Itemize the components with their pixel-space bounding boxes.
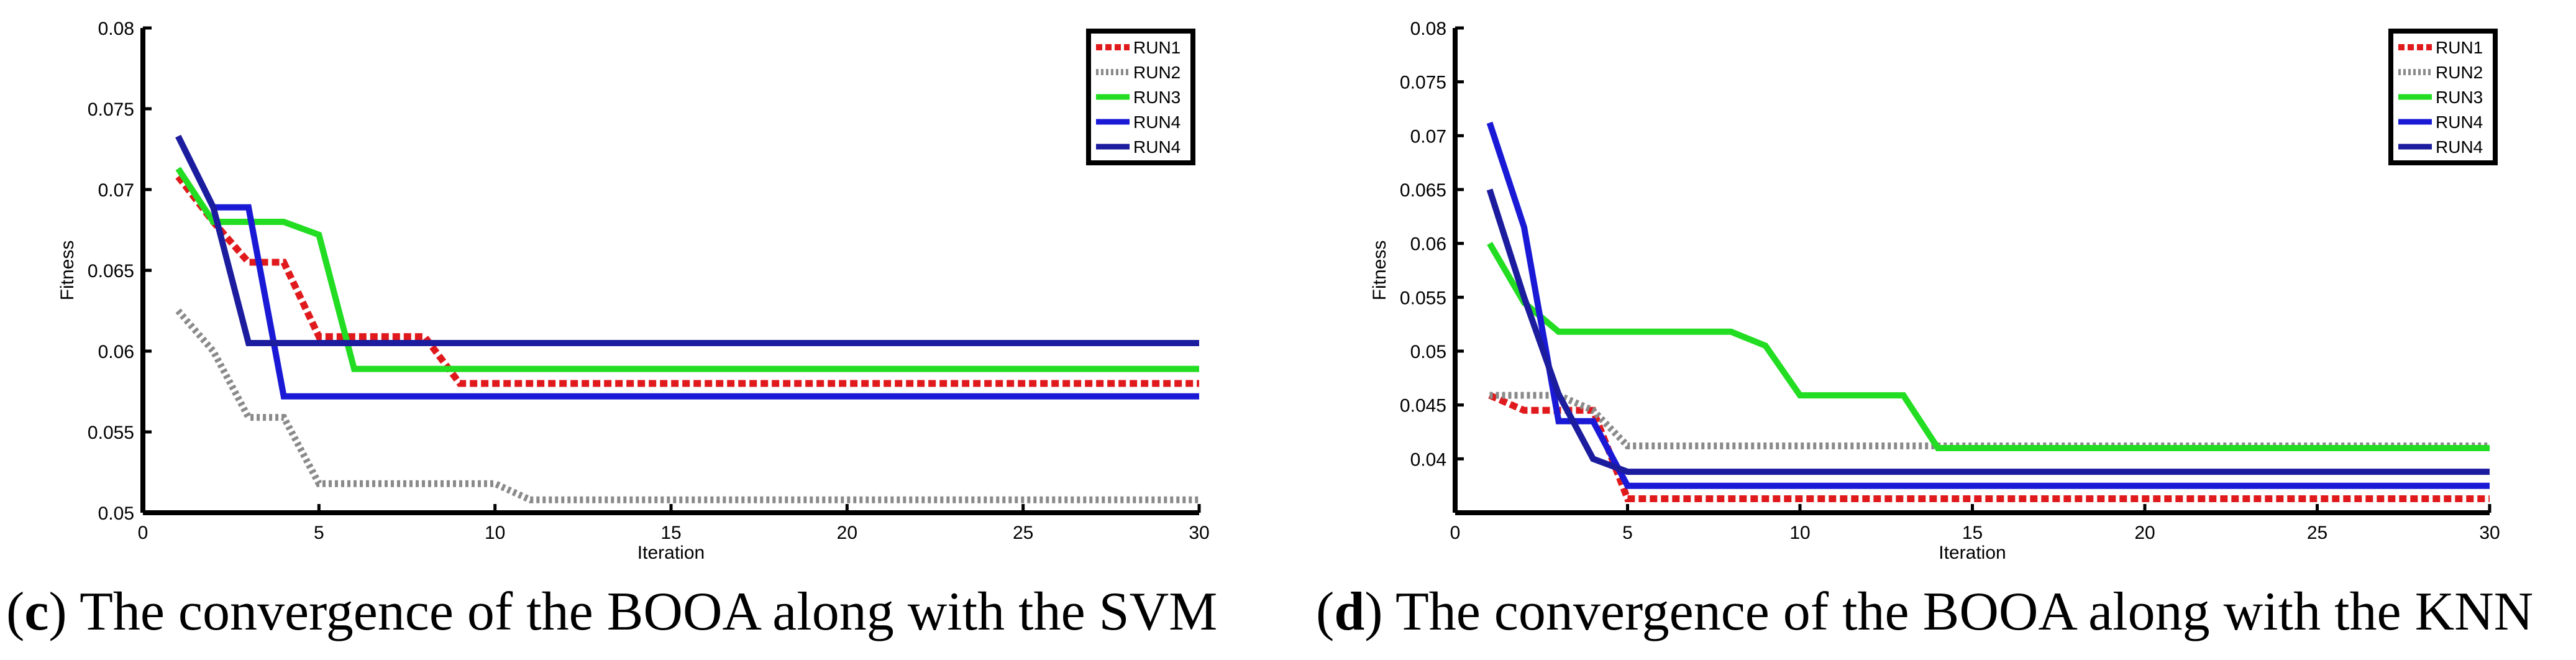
legend-label-run4-4: RUN4: [2436, 137, 2483, 157]
legend-label-run3-2: RUN3: [2436, 88, 2483, 107]
y-tick-label: 0.075: [1400, 73, 1446, 93]
x-tick-label: 0: [138, 523, 148, 543]
y-tick-label: 0.065: [88, 261, 134, 282]
caption-d: (d) The convergence of the BOOA along wi…: [1316, 582, 2534, 642]
caption-d-letter: d: [1334, 582, 1365, 642]
x-tick-label: 10: [485, 523, 505, 543]
legend-label-run2-1: RUN2: [2436, 63, 2483, 82]
y-tick-label: 0.055: [1400, 288, 1446, 308]
caption-c: (c) The convergence of the BOOA along wi…: [6, 582, 1218, 642]
y-tick-label: 0.07: [1410, 126, 1446, 147]
x-tick-label: 15: [660, 523, 681, 543]
y-tick-label: 0.04: [1410, 449, 1446, 470]
legend-label-run1-0: RUN1: [2436, 38, 2483, 57]
series-line-run1-0: [175, 174, 1199, 387]
y-tick-label: 0.05: [1410, 342, 1446, 362]
y-tick-label: 0.055: [88, 423, 134, 443]
x-tick-label: 25: [1013, 523, 1033, 543]
series-line-run4-4: [1486, 188, 2490, 475]
legend-label-run4-3: RUN4: [2436, 112, 2483, 132]
series-line-run2-1: [1489, 392, 2490, 449]
x-axis-label: Iteration: [637, 543, 705, 563]
legend-label-run2-1: RUN2: [1133, 63, 1181, 82]
chart-knn-convergence: 0 5 10 15 20 25 30 0.04 0.045 0.05 0.055 0.06 0.065 0…: [1369, 19, 2500, 563]
series-line-run4-3: [1486, 121, 2490, 489]
caption-c-text: The convergence of the BOOA along with t…: [80, 582, 1218, 642]
y-tick-label: 0.045: [1400, 396, 1446, 416]
legend: RUN1 RUN2 RUN3 RUN4 RUN4: [1086, 29, 1195, 165]
x-tick-label: 0: [1450, 523, 1461, 543]
legend-label-run4-4: RUN4: [1133, 137, 1181, 157]
series-line-run4-3: [175, 134, 1199, 400]
y-tick-label: 0.08: [1410, 19, 1446, 39]
legend-label-run4-3: RUN4: [1133, 112, 1181, 132]
y-tick-label: 0.065: [1400, 180, 1446, 201]
series-line-run3-2: [175, 167, 1199, 372]
y-tick-label: 0.05: [98, 503, 134, 524]
series-line-run3-2: [1487, 242, 2490, 451]
caption-c-letter: c: [24, 582, 49, 642]
x-axis-label: Iteration: [1939, 543, 2006, 563]
x-tick-label: 30: [2479, 523, 2500, 543]
y-tick-label: 0.07: [98, 180, 134, 201]
legend-label-run1-0: RUN1: [1133, 38, 1181, 57]
y-tick-label: 0.06: [1410, 234, 1446, 255]
y-tick-label: 0.075: [88, 99, 134, 120]
x-tick-label: 5: [314, 523, 324, 543]
x-tick-label: 30: [1189, 523, 1209, 543]
legend-label-run3-2: RUN3: [1133, 88, 1181, 107]
x-tick-label: 20: [2134, 523, 2155, 543]
y-axis-label: Fitness: [57, 241, 78, 301]
y-tick-label: 0.08: [98, 19, 134, 39]
series-line-run2-1: [175, 308, 1199, 503]
x-tick-label: 5: [1622, 523, 1633, 543]
chart-svm-convergence: 0 5 10 15 20 25 30 0.05 0.055 0.06 0.065 0.07 0.075 0…: [57, 19, 1210, 563]
y-axis-label: Fitness: [1369, 241, 1390, 301]
y-tick-label: 0.06: [98, 342, 134, 362]
caption-d-text: The convergence of the BOOA along with t…: [1395, 582, 2534, 642]
x-tick-label: 20: [837, 523, 857, 543]
legend: RUN1 RUN2 RUN3 RUN4 RUN4: [2388, 29, 2498, 165]
x-tick-label: 25: [2307, 523, 2327, 543]
x-tick-label: 15: [1962, 523, 1983, 543]
x-tick-label: 10: [1789, 523, 1810, 543]
series-line-run4-4: [175, 134, 1199, 346]
